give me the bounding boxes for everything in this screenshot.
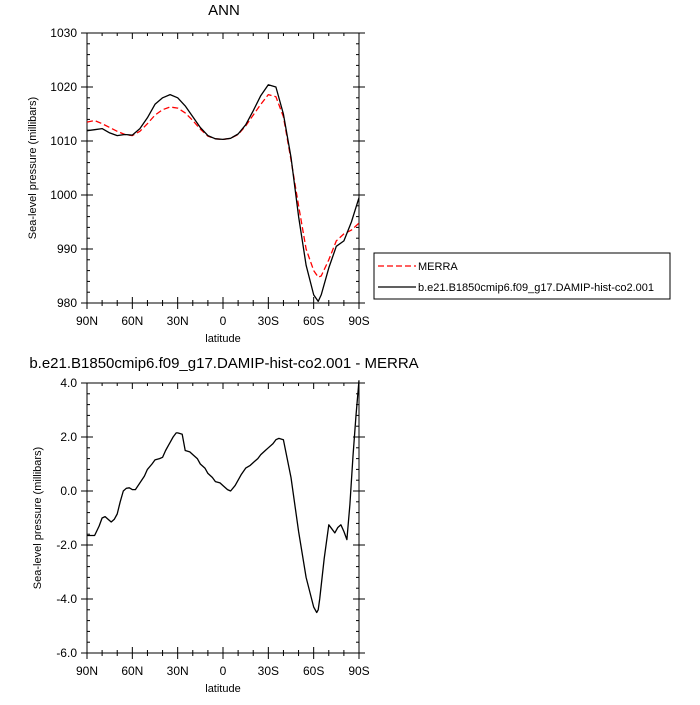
legend-label-model: b.e21.B1850cmip6.f09_g17.DAMIP-hist-co2.… [418,282,654,294]
top-ytick-label: 1010 [50,134,77,148]
bottom-xtick-label: 60N [121,664,143,678]
top-ytick-label: 980 [57,296,77,310]
bottom-xlabel: latitude [205,683,240,695]
legend-label-merra: MERRA [418,261,458,273]
top-series-line-1 [86,84,360,303]
top-xtick-label: 60N [121,314,143,328]
bottom-xtick-label: 0 [220,664,227,678]
top-ylabel: Sea-level pressure (millibars) [27,97,39,239]
top-ytick-label: 990 [57,242,77,256]
bottom-series-line-0 [87,380,360,614]
bottom-ytick-label: -4.0 [56,592,77,606]
top-ytick-label: 1030 [50,26,77,40]
top-xtick-label: 30N [167,314,189,328]
bottom-xtick-label: 60S [303,664,324,678]
top-ticks: 90N 60N 30N 0 30S 60S 90S 980 990 1000 1010 1020 103… [50,26,369,345]
bottom-xtick-label: 90S [348,664,369,678]
bottom-ytick-label: -2.0 [56,538,77,552]
top-plot-frame [86,32,360,304]
bottom-plot-frame [86,382,360,654]
legend: MERRA b.e21.B1850cmip6.f09_g17.DAMIP-his… [373,252,671,300]
bottom-ytick-label: 2.0 [60,430,77,444]
top-title: ANN [208,2,240,19]
bottom-panel: b.e21.B1850cmip6.f09_g17.DAMIP-hist-co2.… [29,355,418,695]
bottom-ticks: 90N 60N 30N 0 30S 60S 90S -6.0 -4.0 -2.0 0.0 2.0 4.0… [56,376,369,695]
bottom-xtick-label: 30N [167,664,189,678]
top-xtick-label: 60S [303,314,324,328]
bottom-ylabel: Sea-level pressure (millibars) [32,447,44,589]
bottom-ytick-label: 0.0 [60,484,77,498]
bottom-xtick-label: 30S [258,664,279,678]
top-xtick-label: 0 [220,314,227,328]
bottom-ytick-label: 4.0 [60,376,77,390]
top-ytick-label: 1020 [50,80,77,94]
top-xtick-label: 90N [76,314,98,328]
top-xlabel: latitude [205,333,240,345]
top-lines [86,84,360,303]
bottom-ytick-label: -6.0 [56,646,77,660]
top-ytick-label: 1000 [50,188,77,202]
legend-box [373,252,671,300]
top-xtick-label: 30S [258,314,279,328]
bottom-lines [87,380,360,614]
bottom-xtick-label: 90N [76,664,98,678]
bottom-title: b.e21.B1850cmip6.f09_g17.DAMIP-hist-co2.… [29,355,418,372]
top-series-line-0 [86,93,360,278]
top-panel: ANN 90N 60N 30N 0 30S 60S 90S 980 990 1000 1010 102… [27,2,671,345]
top-xtick-label: 90S [348,314,369,328]
